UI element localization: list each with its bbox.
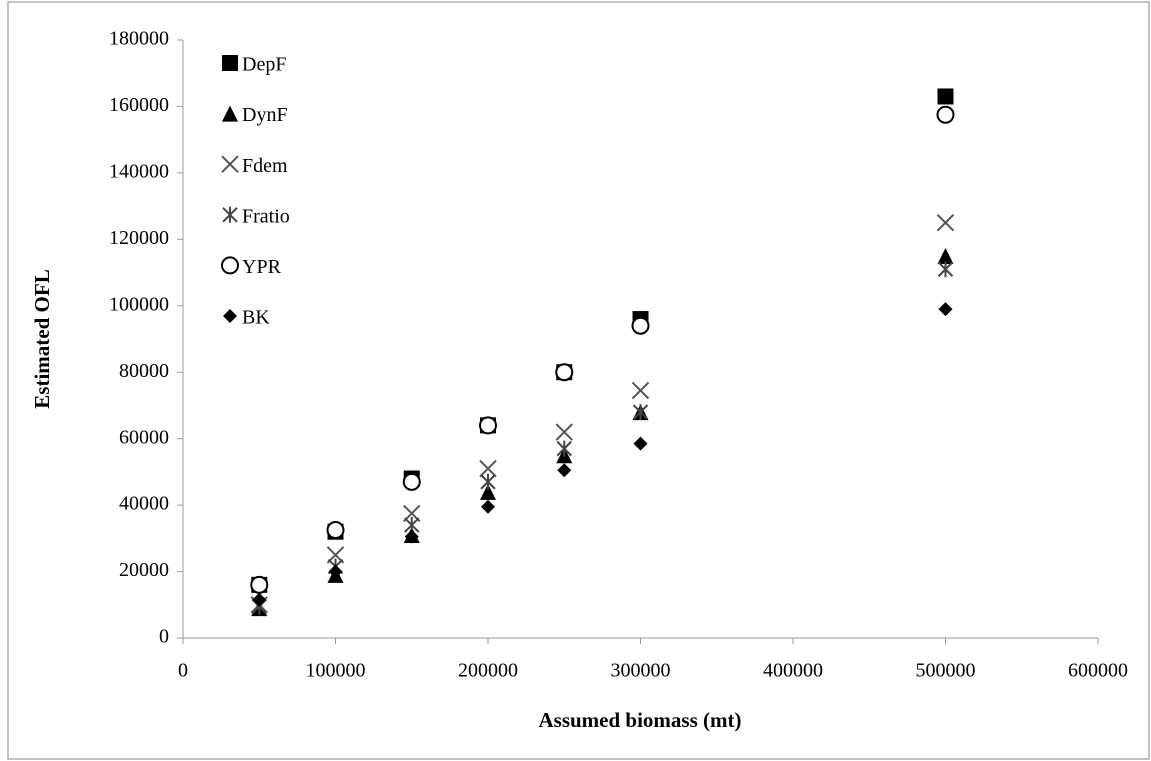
legend-label: Fratio — [242, 205, 290, 227]
data-point — [632, 404, 649, 421]
y-tick-label: 100000 — [109, 293, 169, 315]
y-axis-title: Estimated OFL — [30, 269, 54, 408]
legend-marker — [222, 55, 238, 71]
data-point — [631, 316, 650, 335]
legend-label: DepF — [242, 54, 286, 76]
legend-marker — [222, 206, 238, 223]
data-point — [250, 575, 269, 594]
x-axis-title: Assumed biomass (mt) — [538, 708, 741, 732]
data-point — [479, 459, 497, 478]
y-tick-label: 40000 — [119, 493, 169, 515]
data-point — [479, 416, 497, 435]
x-tick-label: 100000 — [306, 660, 366, 682]
data-point — [480, 473, 496, 490]
y-tick-label: 20000 — [119, 559, 169, 581]
data-point — [481, 499, 495, 514]
y-tick-label: 120000 — [109, 227, 169, 249]
data-point — [937, 247, 954, 264]
data-point — [555, 363, 574, 382]
legend-label: BK — [242, 307, 270, 329]
legend-label: DynF — [242, 104, 288, 126]
y-tick-label: 80000 — [119, 360, 169, 382]
data-point — [557, 463, 572, 478]
y-tick-label: 160000 — [109, 94, 169, 116]
data-point — [631, 381, 650, 400]
y-tick-label: 0 — [159, 626, 169, 648]
x-tick-label: 200000 — [458, 660, 518, 682]
x-tick-label: 400000 — [763, 660, 823, 682]
x-tick-label: 500000 — [916, 660, 976, 682]
data-point — [404, 529, 419, 544]
legend-marker — [223, 309, 237, 323]
data-point — [252, 592, 267, 607]
y-tick-label: 180000 — [109, 28, 169, 50]
y-tick-label: 140000 — [109, 160, 169, 182]
legend-marker — [222, 105, 238, 122]
data-point — [326, 521, 345, 540]
legend-label: Fdem — [242, 155, 288, 177]
data-point — [936, 105, 955, 124]
data-point — [936, 214, 955, 232]
data-point — [937, 261, 954, 278]
x-tick-label: 600000 — [1068, 660, 1128, 682]
data-point — [402, 472, 421, 491]
y-tick-label: 60000 — [119, 426, 169, 448]
data-point — [328, 564, 343, 579]
data-point — [555, 423, 573, 441]
data-point — [938, 302, 953, 317]
x-tick-label: 0 — [178, 660, 188, 682]
data-point — [480, 483, 496, 500]
legend-marker — [221, 256, 239, 275]
x-tick-label: 300000 — [611, 660, 671, 682]
data-point — [556, 440, 572, 457]
data-point — [937, 88, 954, 105]
legend-label: YPR — [242, 256, 282, 278]
chart-frame — [7, 1, 1150, 760]
data-point — [633, 436, 648, 451]
legend-marker — [221, 155, 239, 173]
